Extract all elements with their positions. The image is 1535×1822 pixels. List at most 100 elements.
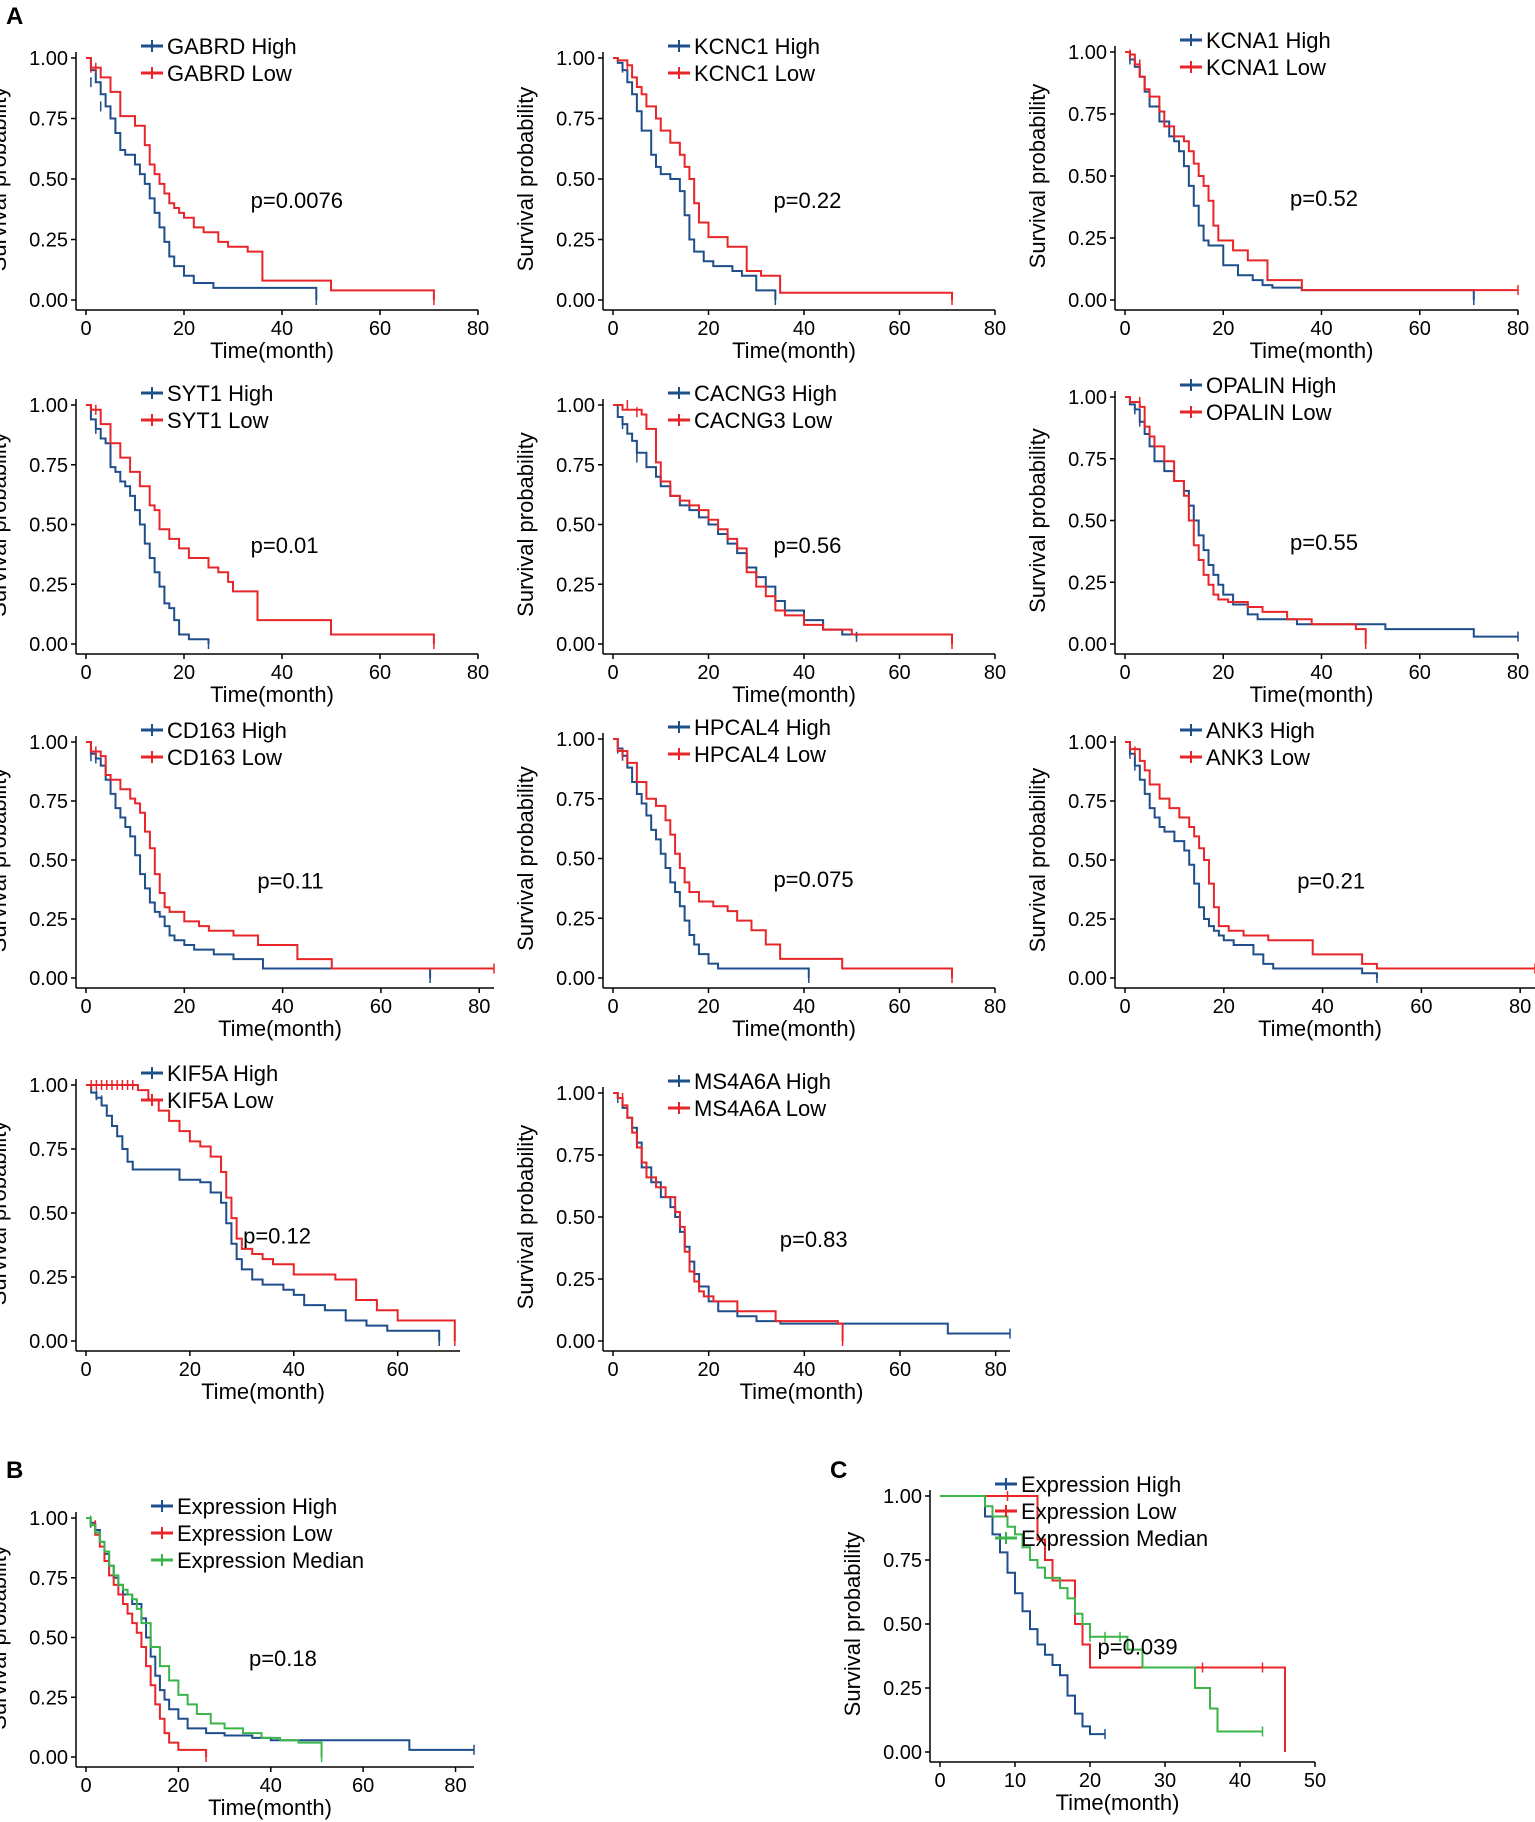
legend-label: KCNA1 High	[1206, 28, 1331, 53]
x-tick-label: 40	[271, 318, 293, 340]
y-tick-label: 0.00	[556, 290, 595, 312]
y-axis-title: Survival probability	[0, 1545, 11, 1730]
x-tick-label: 80	[985, 1359, 1007, 1381]
km-plot-kif5a: 0.00 0.25 0.50 0.75 1.00 0 20 40 60 Time(month) Su…	[0, 1061, 460, 1404]
legend-label: KIF5A High	[167, 1061, 278, 1086]
y-axis-title: Survival probability	[0, 432, 11, 617]
y-tick-label: 0.25	[556, 574, 595, 596]
y-tick-label: 0.50	[29, 515, 68, 537]
y-tick-label: 0.25	[1068, 909, 1107, 931]
x-tick-label: 0	[607, 318, 618, 340]
x-tick-label: 60	[888, 318, 910, 340]
y-tick-label: 0.00	[29, 1747, 68, 1769]
x-tick-label: 0	[607, 996, 618, 1018]
x-tick-label: 60	[888, 662, 910, 684]
km-plot-cd163: 0.00 0.25 0.50 0.75 1.00 0 20 40 60 80 Time(month)…	[0, 718, 495, 1041]
panel-letter-b: B	[6, 1457, 23, 1484]
x-tick-label: 80	[467, 318, 489, 340]
legend-label: MS4A6A High	[694, 1069, 831, 1094]
y-tick-label: 1.00	[556, 395, 595, 417]
y-tick-label: 0.00	[556, 634, 595, 656]
x-axis-title: Time(month)	[732, 682, 856, 707]
x-axis-title: Time(month)	[210, 338, 334, 363]
x-tick-label: 20	[1213, 996, 1235, 1018]
y-tick-label: 0.75	[29, 109, 68, 131]
y-axis-title: Survival probability	[513, 1125, 538, 1310]
legend-label: KCNA1 Low	[1206, 55, 1326, 80]
x-tick-label: 0	[1119, 996, 1130, 1018]
y-tick-label: 0.25	[29, 909, 68, 931]
x-tick-label: 20	[698, 1359, 720, 1381]
x-tick-label: 80	[468, 996, 490, 1018]
legend-label: OPALIN Low	[1206, 400, 1332, 425]
x-axis-title: Time(month)	[732, 338, 856, 363]
x-tick-label: 0	[1119, 662, 1130, 684]
p-value-label: p=0.21	[1297, 868, 1365, 893]
km-curve-high	[86, 1084, 441, 1341]
x-tick-label: 80	[984, 662, 1006, 684]
km-curve-low	[86, 404, 435, 644]
km-curve-high	[613, 57, 777, 300]
legend-label: Expression Low	[1021, 1499, 1176, 1524]
x-tick-label: 40	[793, 996, 815, 1018]
p-value-label: p=0.56	[773, 533, 841, 558]
x-tick-label: 60	[387, 1359, 409, 1381]
x-tick-label: 0	[934, 1770, 945, 1792]
km-curve-high	[86, 741, 432, 978]
y-tick-label: 0.50	[29, 1203, 68, 1225]
y-tick-label: 0.25	[29, 574, 68, 596]
y-tick-label: 0.50	[556, 849, 595, 871]
y-tick-label: 0.75	[29, 1568, 68, 1590]
x-tick-label: 20	[173, 996, 195, 1018]
y-tick-label: 0.50	[556, 515, 595, 537]
x-tick-label: 60	[889, 1359, 911, 1381]
x-tick-label: 20	[173, 318, 195, 340]
legend-label: CACNG3 Low	[694, 408, 832, 433]
km-plot-hpcal4: 0.00 0.25 0.50 0.75 1.00 0 20 40 60 80 Time(month)…	[513, 715, 1006, 1041]
km-curve-high	[1125, 741, 1378, 978]
legend-label: Expression Median	[177, 1548, 364, 1573]
x-tick-label: 40	[1310, 662, 1332, 684]
x-tick-label: 20	[173, 662, 195, 684]
km-plot-panel-b: 0.00 0.25 0.50 0.75 1.00 0 20 40 60 80 Time(month)…	[0, 1494, 475, 1820]
y-tick-label: 0.25	[29, 1687, 68, 1709]
x-tick-label: 60	[370, 996, 392, 1018]
km-curve-high	[940, 1495, 1105, 1736]
y-tick-label: 0.50	[29, 1628, 68, 1650]
y-tick-label: 0.00	[1068, 290, 1107, 312]
legend-label: GABRD Low	[167, 61, 292, 86]
km-plot-ank3: 0.00 0.25 0.50 0.75 1.00 0 20 40 60 80 Time(month)…	[1025, 718, 1535, 1041]
y-tick-label: 1.00	[1068, 42, 1107, 64]
p-value-label: p=0.55	[1290, 530, 1358, 555]
km-curve-low	[613, 1092, 844, 1341]
x-tick-label: 20	[1212, 318, 1234, 340]
y-tick-label: 1.00	[883, 1486, 922, 1508]
p-value-label: p=0.11	[257, 868, 323, 893]
y-tick-label: 1.00	[29, 732, 68, 754]
y-tick-label: 0.50	[29, 850, 68, 872]
x-tick-label: 40	[271, 662, 293, 684]
p-value-label: p=0.075	[773, 867, 853, 892]
x-tick-label: 60	[1409, 662, 1431, 684]
x-tick-label: 80	[984, 318, 1006, 340]
x-tick-label: 60	[1409, 318, 1431, 340]
y-tick-label: 0.00	[29, 634, 68, 656]
x-tick-label: 20	[167, 1775, 189, 1797]
y-tick-label: 0.00	[556, 1331, 595, 1353]
legend-label: KCNC1 High	[694, 34, 820, 59]
legend-label: CACNG3 High	[694, 381, 837, 406]
y-tick-label: 1.00	[1068, 732, 1107, 754]
km-plot-opalin: 0.00 0.25 0.50 0.75 1.00 0 20 40 60 80 Time(month)…	[1025, 373, 1529, 707]
km-plot-ms4a6a: 0.00 0.25 0.50 0.75 1.00 0 20 40 60 80 Time(month)…	[513, 1069, 1011, 1404]
legend-label: Expression Low	[177, 1521, 332, 1546]
km-curve-high	[86, 57, 318, 300]
y-tick-label: 0.25	[556, 230, 595, 252]
y-tick-label: 1.00	[556, 729, 595, 751]
p-value-label: p=0.83	[780, 1227, 848, 1252]
y-tick-label: 0.50	[1068, 850, 1107, 872]
km-curve-median	[86, 1517, 323, 1757]
km-curve-low	[1125, 396, 1367, 644]
x-tick-label: 80	[1507, 318, 1529, 340]
y-tick-label: 0.75	[556, 789, 595, 811]
